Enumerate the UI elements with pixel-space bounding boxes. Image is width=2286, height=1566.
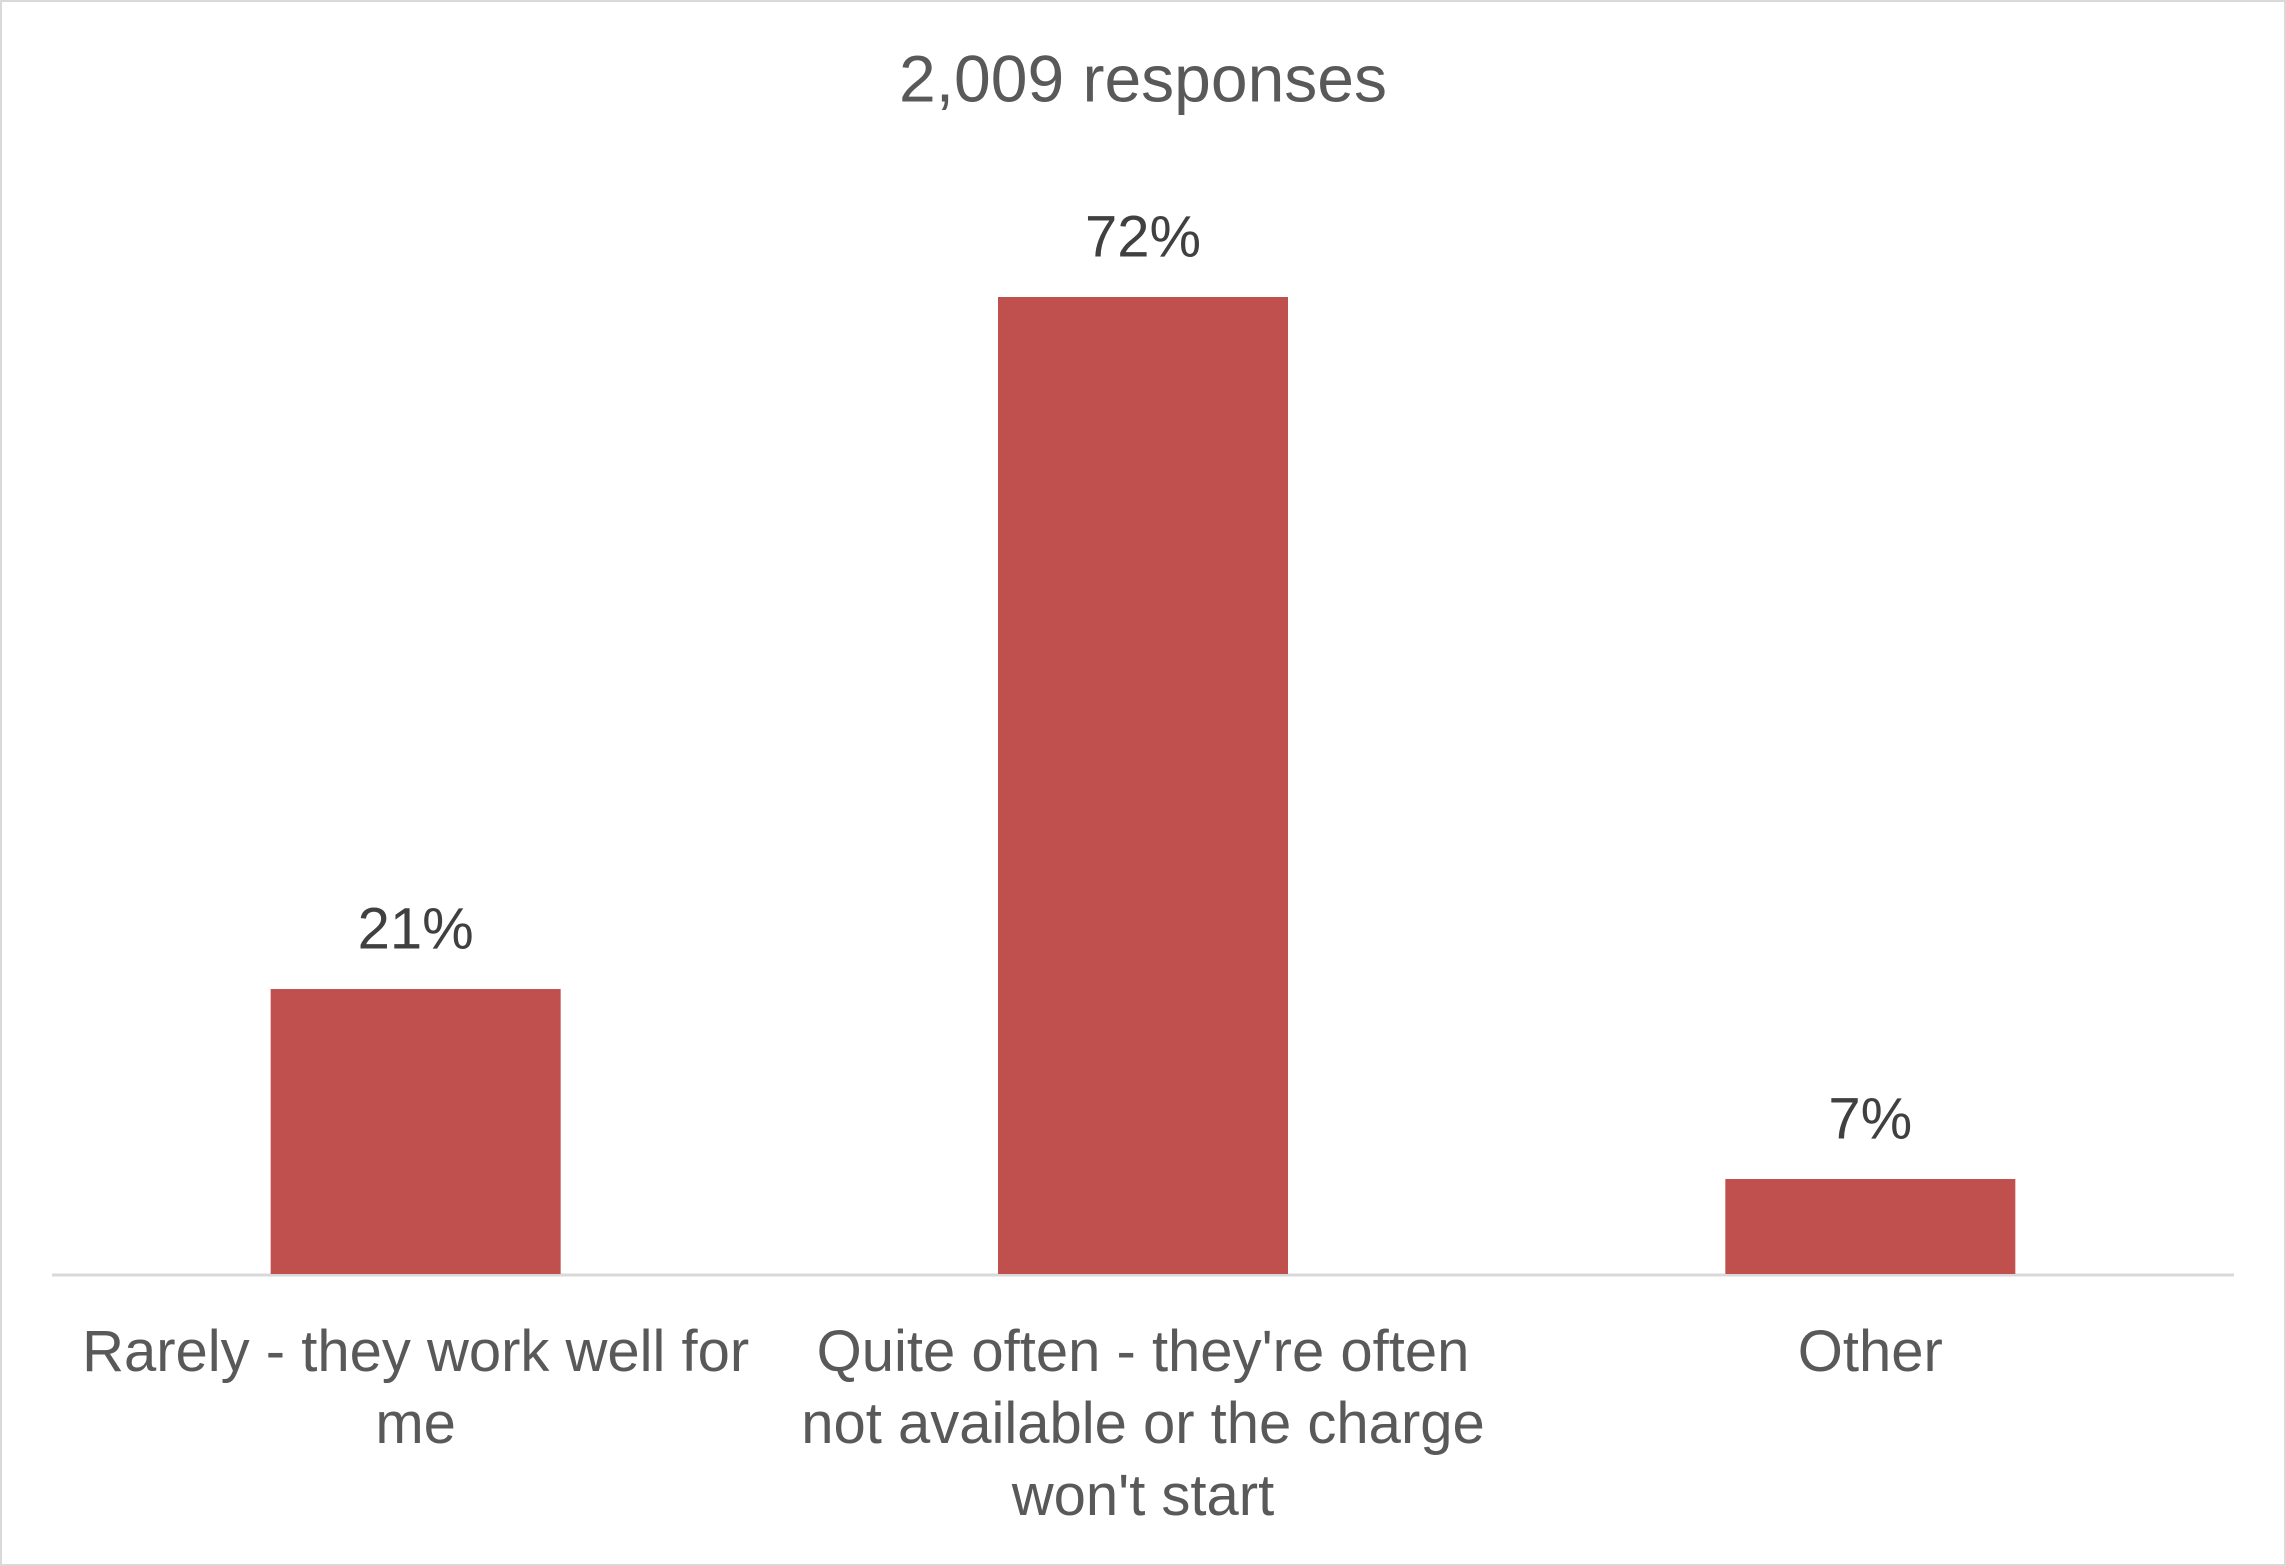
bar [1725,1179,2016,1274]
bar [998,297,1288,1274]
chart-title: 2,009 responses [899,41,1387,115]
value-label: 72% [1085,204,1201,269]
bar [270,989,561,1274]
x-tick-label: Other [1797,1319,1943,1384]
value-label: 7% [1828,1086,1912,1151]
value-label: 21% [358,896,474,961]
x-tick-label: Rarely - they work well for me [82,1319,750,1456]
x-tick-label: Quite often - they're often not availabl… [801,1319,1485,1528]
